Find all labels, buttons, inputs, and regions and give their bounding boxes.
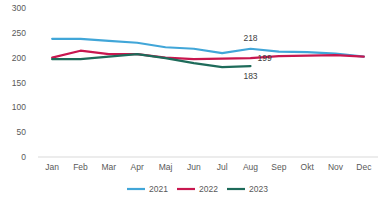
x-tick-label: Apr: [131, 162, 144, 172]
legend-swatch: [227, 188, 245, 190]
legend-swatch: [177, 188, 195, 190]
x-tick-label: Okt: [301, 162, 315, 172]
chart-container: 0 50 100 150 200 250 300 Jan Feb Mar Apr Maj Jun Jul A…: [0, 0, 380, 202]
x-tick-label: Jul: [217, 162, 228, 172]
tick-mark: [36, 8, 38, 9]
data-label: 218: [243, 33, 257, 43]
tick-mark: [36, 157, 38, 158]
y-tick-label: 50: [17, 127, 27, 137]
y-tick-label: 0: [21, 152, 26, 162]
tick-mark: [36, 57, 38, 58]
data-label: 183: [243, 71, 257, 81]
x-axis-line: [38, 157, 378, 158]
y-tick-label: 250: [12, 28, 26, 38]
tick-mark: [36, 82, 38, 83]
tick-mark: [36, 107, 38, 108]
x-tick-label: Mar: [102, 162, 117, 172]
chart-svg: 0 50 100 150 200 250 300 Jan Feb Mar Apr Maj Jun Jul A…: [0, 0, 380, 202]
legend-label: 2021: [149, 184, 168, 194]
series-line: [52, 54, 250, 67]
y-tick-label: 150: [12, 78, 26, 88]
y-tick-label: 200: [12, 53, 26, 63]
tick-mark: [36, 32, 38, 33]
x-tick-label: Nov: [328, 162, 344, 172]
legend-swatch: [127, 188, 145, 190]
x-tick-label: Jun: [187, 162, 201, 172]
y-tick-label: 100: [12, 102, 26, 112]
x-tick-label: Sep: [271, 162, 286, 172]
y-tick-label: 300: [12, 3, 26, 13]
x-tick-label: Maj: [159, 162, 173, 172]
tick-mark: [36, 132, 38, 133]
data-label: 199: [258, 53, 272, 63]
plot-lines: [52, 39, 364, 67]
x-tick-label: Aug: [243, 162, 258, 172]
x-tick-label: Jan: [45, 162, 59, 172]
x-tick-label: Dec: [356, 162, 372, 172]
legend-label: 2023: [249, 184, 268, 194]
x-tick-label: Feb: [73, 162, 88, 172]
legend-label: 2022: [199, 184, 218, 194]
